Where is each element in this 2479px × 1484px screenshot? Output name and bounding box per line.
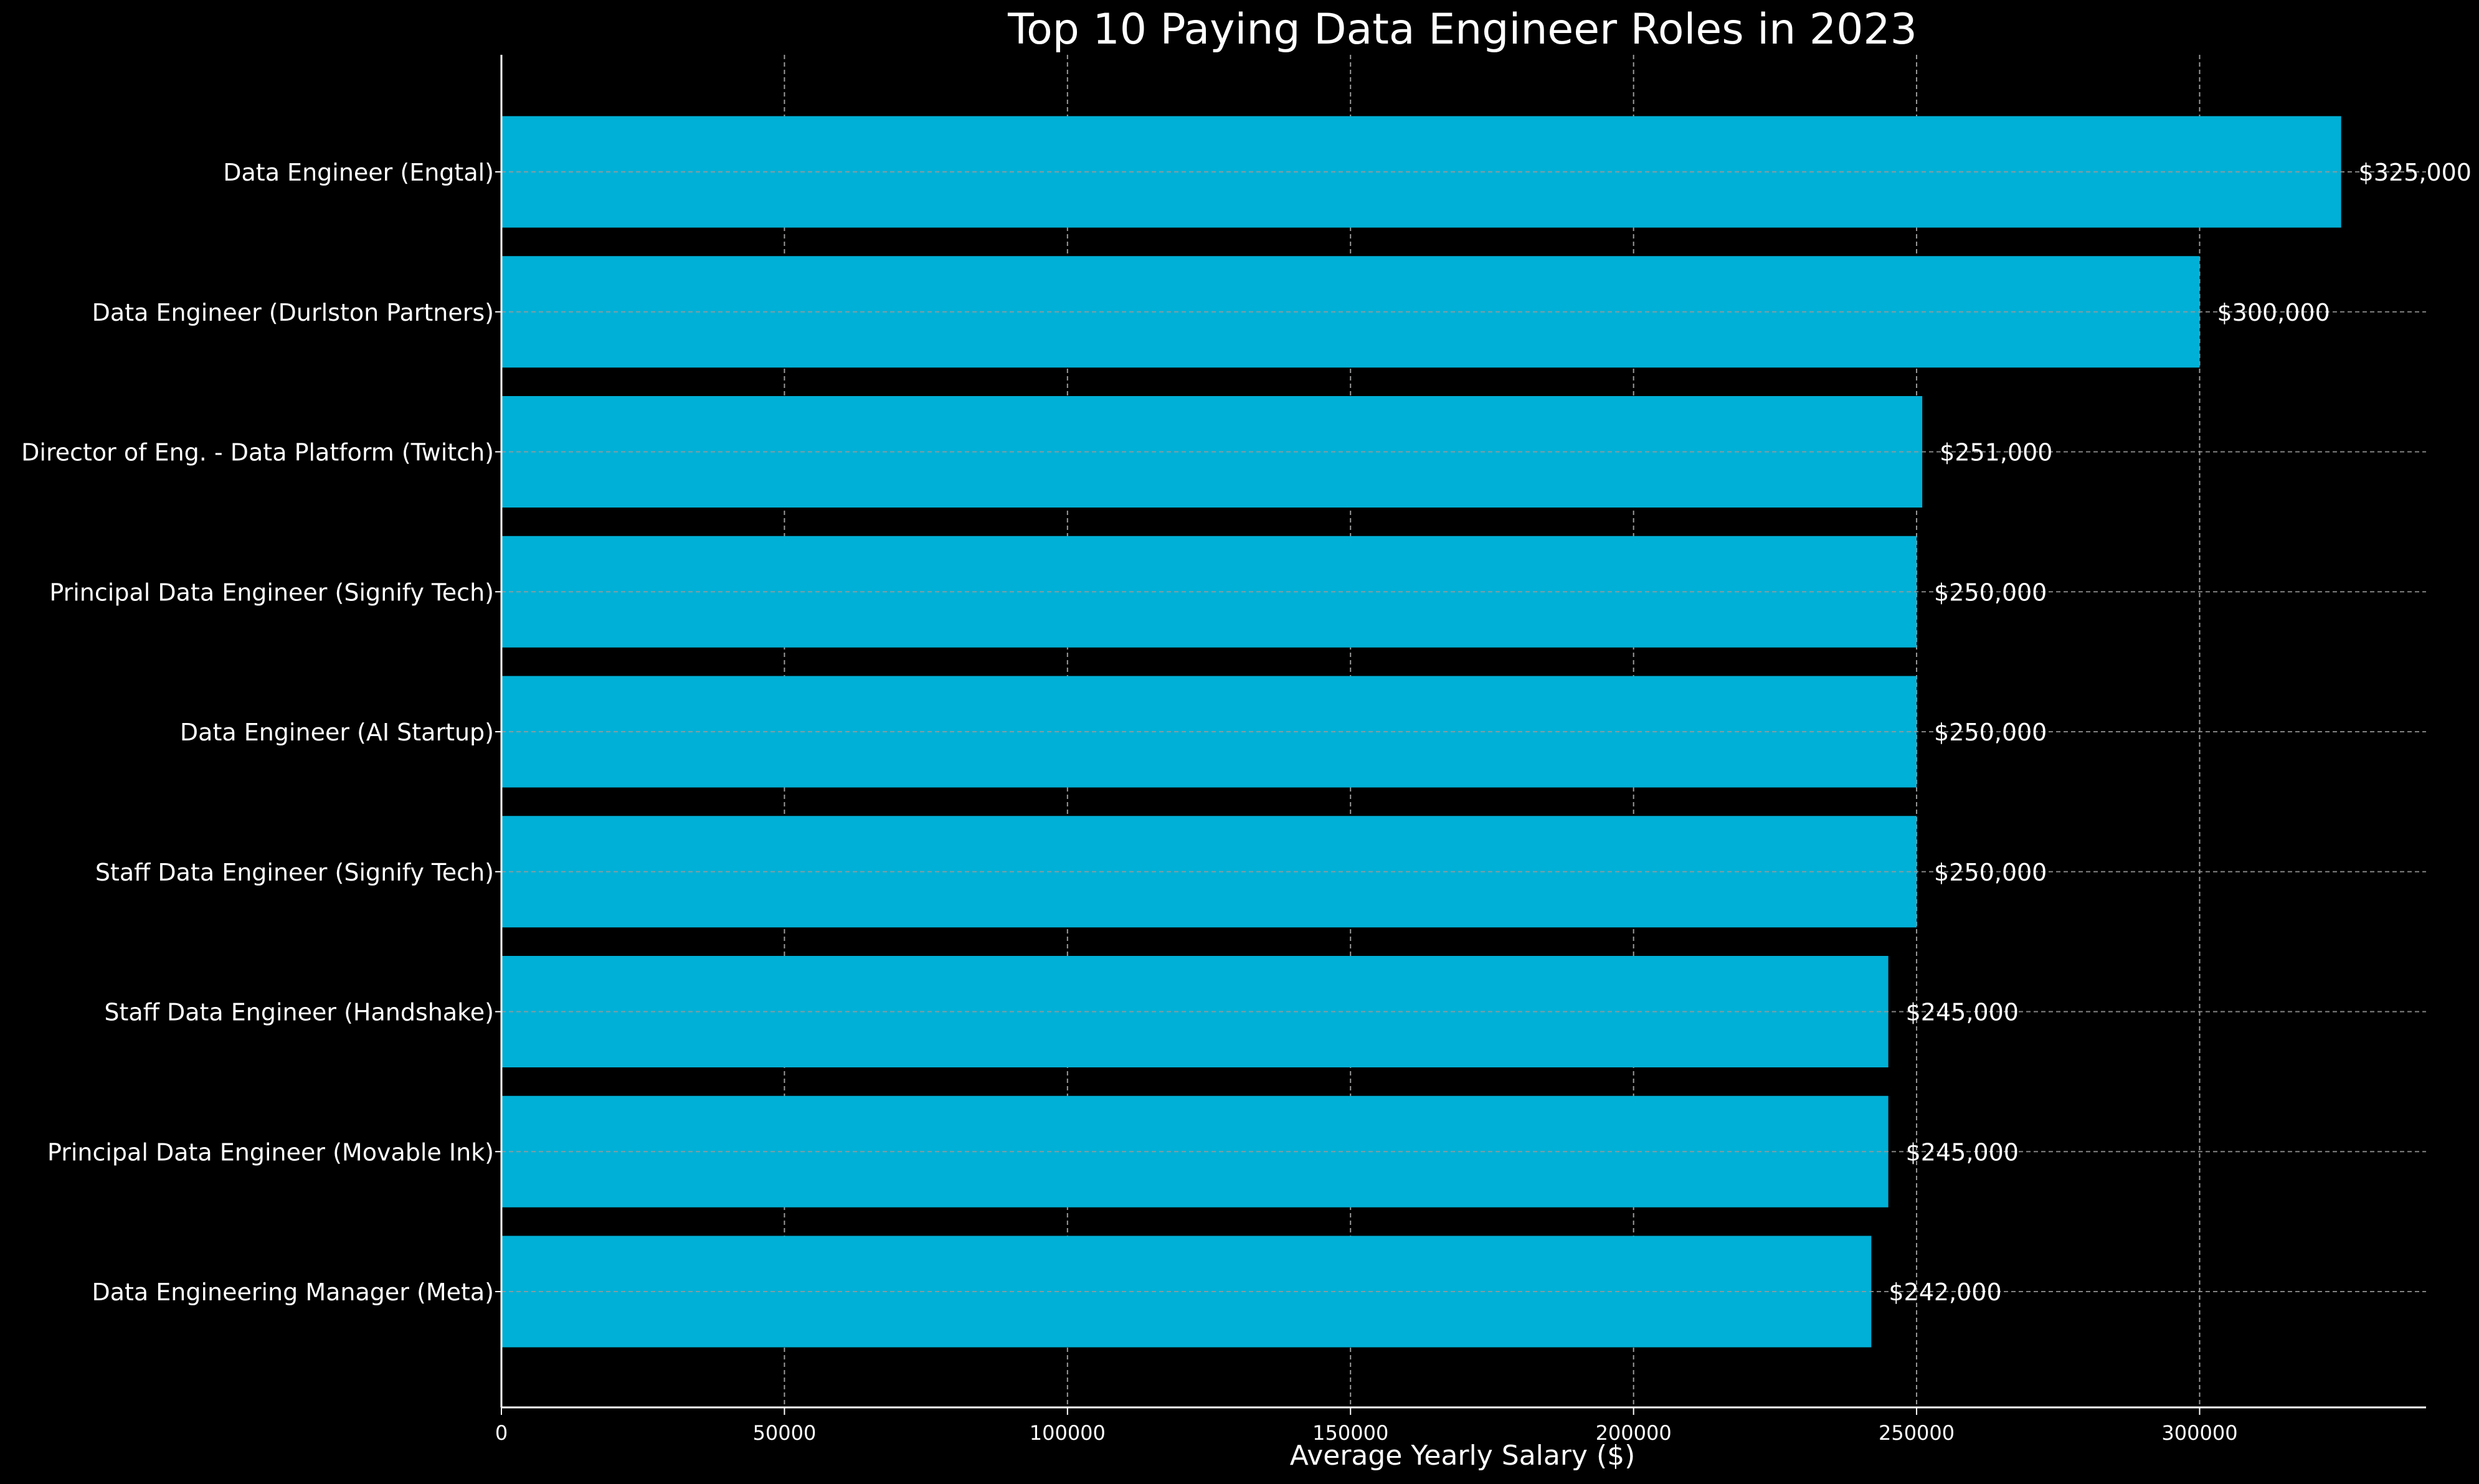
x-tick-label: 250000 <box>1879 1421 1955 1445</box>
x-tick-label: 150000 <box>1312 1421 1388 1445</box>
y-tick-labels: Data Engineer (Engtal) Data Engineer (Dur… <box>21 159 501 1306</box>
bar-value-label: $245,000 <box>1906 999 2019 1026</box>
y-tick-label: Staff Data Engineer (Handshake) <box>104 999 494 1026</box>
y-tick-label: Director of Eng. - Data Platform (Twitch… <box>21 439 494 466</box>
x-tick-label: 100000 <box>1030 1421 1106 1445</box>
x-axis-title: Average Yearly Salary ($) <box>1290 1440 1636 1472</box>
y-tick-label: Data Engineer (Durlston Partners) <box>92 299 494 326</box>
bar-value-label: $250,000 <box>1934 859 2047 886</box>
bar-value-label: $242,000 <box>1889 1278 2001 1306</box>
y-tick-label: Data Engineer (Engtal) <box>223 159 494 186</box>
bar-value-label: $245,000 <box>1906 1138 2019 1166</box>
y-tick-label: Staff Data Engineer (Signify Tech) <box>95 859 494 886</box>
bar-value-label: $325,000 <box>2359 159 2472 186</box>
y-tick-label: Principal Data Engineer (Signify Tech) <box>49 579 494 606</box>
y-tick-label: Data Engineering Manager (Meta) <box>92 1278 494 1306</box>
x-tick-labels: 0 50000 100000 150000 200000 250000 300000 <box>495 1407 2238 1445</box>
x-tick-label: 300000 <box>2161 1421 2237 1445</box>
bar <box>501 956 1889 1067</box>
chart-title: Top 10 Paying Data Engineer Roles in 202… <box>1007 5 1917 54</box>
y-tick-label: Principal Data Engineer (Movable Ink) <box>47 1138 494 1166</box>
bar-value-label: $251,000 <box>1940 439 2052 466</box>
bar-value-label: $250,000 <box>1934 579 2047 606</box>
bar-value-label: $300,000 <box>2217 299 2330 326</box>
y-tick-label: Data Engineer (AI Startup) <box>180 719 494 746</box>
data-labels: $325,000 $300,000 $251,000 $250,000 $250,000… <box>501 159 2472 1306</box>
bar <box>501 1095 1889 1208</box>
bar-value-label: $250,000 <box>1934 719 2047 746</box>
x-tick-label: 200000 <box>1596 1421 1672 1445</box>
x-tick-label: 50000 <box>753 1421 817 1445</box>
x-tick-label: 0 <box>495 1421 508 1445</box>
